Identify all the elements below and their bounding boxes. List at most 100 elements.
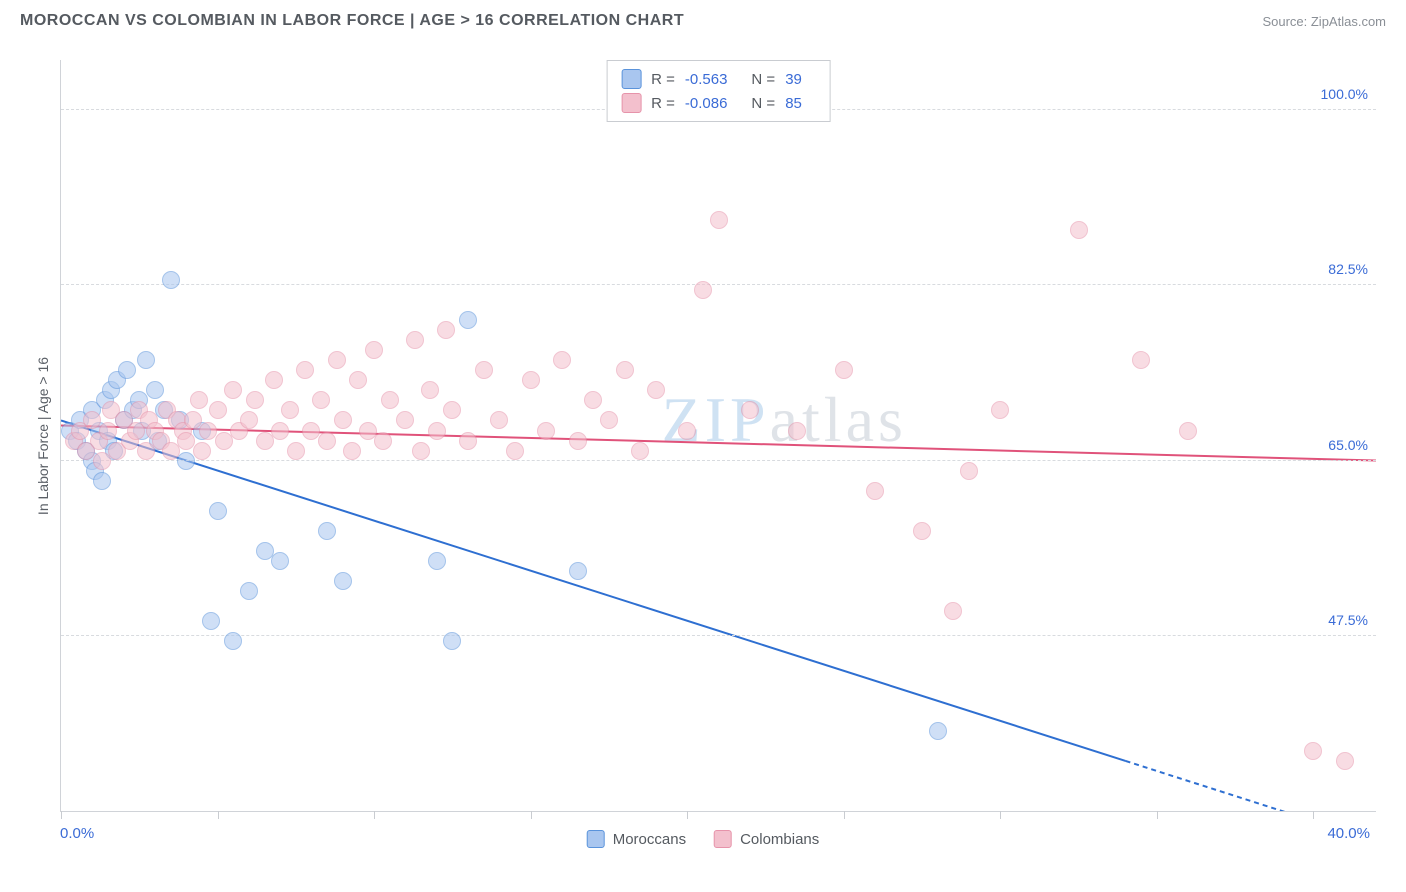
data-point-colombians (334, 411, 352, 429)
data-point-colombians (1179, 422, 1197, 440)
data-point-colombians (1132, 351, 1150, 369)
y-tick-label: 47.5% (1328, 612, 1368, 628)
swatch-colombians (621, 93, 641, 113)
data-point-moroccans (428, 552, 446, 570)
data-point-colombians (443, 401, 461, 419)
data-point-colombians (381, 391, 399, 409)
data-point-moroccans (318, 522, 336, 540)
data-point-colombians (246, 391, 264, 409)
legend-item-moroccans: Moroccans (587, 830, 686, 848)
x-tick (1000, 811, 1001, 819)
n-label: N = (751, 95, 775, 112)
data-point-colombians (459, 432, 477, 450)
data-point-colombians (190, 391, 208, 409)
y-axis-label: In Labor Force | Age > 16 (35, 356, 51, 514)
data-point-colombians (365, 341, 383, 359)
legend-label-moroccans: Moroccans (613, 831, 686, 848)
data-point-colombians (537, 422, 555, 440)
data-point-colombians (343, 442, 361, 460)
data-point-moroccans (118, 361, 136, 379)
y-tick-label: 100.0% (1321, 86, 1368, 102)
gridline (61, 284, 1376, 285)
data-point-moroccans (240, 582, 258, 600)
n-value-colombians: 85 (785, 95, 802, 112)
data-point-colombians (475, 361, 493, 379)
data-point-colombians (240, 411, 258, 429)
y-tick-label: 65.0% (1328, 437, 1368, 453)
data-point-moroccans (93, 472, 111, 490)
data-point-colombians (93, 452, 111, 470)
chart-container: In Labor Force | Age > 16 ZIPatlas R = -0… (20, 50, 1386, 872)
data-point-colombians (553, 351, 571, 369)
gridline (61, 635, 1376, 636)
legend-bottom: Moroccans Colombians (587, 830, 820, 848)
data-point-colombians (271, 422, 289, 440)
data-point-colombians (265, 371, 283, 389)
data-point-colombians (913, 522, 931, 540)
r-value-moroccans: -0.563 (685, 71, 728, 88)
y-tick-label: 82.5% (1328, 261, 1368, 277)
data-point-colombians (296, 361, 314, 379)
data-point-colombians (1336, 752, 1354, 770)
data-point-colombians (1304, 742, 1322, 760)
data-point-colombians (437, 321, 455, 339)
data-point-colombians (631, 442, 649, 460)
data-point-moroccans (137, 351, 155, 369)
data-point-colombians (224, 381, 242, 399)
data-point-colombians (647, 381, 665, 399)
x-tick (1157, 811, 1158, 819)
data-point-colombians (584, 391, 602, 409)
stats-row-moroccans: R = -0.563 N = 39 (621, 67, 816, 91)
data-point-colombians (318, 432, 336, 450)
r-value-colombians: -0.086 (685, 95, 728, 112)
gridline (61, 460, 1376, 461)
x-axis-max-label: 40.0% (1327, 825, 1370, 842)
x-tick (687, 811, 688, 819)
data-point-colombians (866, 482, 884, 500)
r-label: R = (651, 71, 675, 88)
data-point-colombians (349, 371, 367, 389)
data-point-moroccans (209, 502, 227, 520)
data-point-colombians (137, 442, 155, 460)
data-point-colombians (406, 331, 424, 349)
data-point-colombians (374, 432, 392, 450)
legend-swatch-moroccans (587, 830, 605, 848)
data-point-colombians (506, 442, 524, 460)
x-tick (844, 811, 845, 819)
x-tick (1313, 811, 1314, 819)
data-point-moroccans (146, 381, 164, 399)
data-point-colombians (788, 422, 806, 440)
data-point-colombians (162, 442, 180, 460)
legend-swatch-colombians (714, 830, 732, 848)
data-point-moroccans (929, 722, 947, 740)
stats-row-colombians: R =-0.086N =85 (621, 91, 816, 115)
legend-label-colombians: Colombians (740, 831, 819, 848)
data-point-colombians (412, 442, 430, 460)
data-point-moroccans (334, 572, 352, 590)
data-point-moroccans (569, 562, 587, 580)
data-point-moroccans (271, 552, 289, 570)
n-value-moroccans: 39 (785, 71, 802, 88)
x-axis-min-label: 0.0% (60, 825, 94, 842)
data-point-colombians (193, 442, 211, 460)
x-tick (61, 811, 62, 819)
x-tick (374, 811, 375, 819)
data-point-colombians (569, 432, 587, 450)
watermark: ZIPatlas (662, 383, 907, 457)
chart-title: MOROCCAN VS COLOMBIAN IN LABOR FORCE | A… (20, 12, 684, 30)
data-point-colombians (209, 401, 227, 419)
n-label: N = (751, 71, 775, 88)
data-point-colombians (287, 442, 305, 460)
data-point-colombians (396, 411, 414, 429)
data-point-colombians (600, 411, 618, 429)
data-point-colombians (616, 361, 634, 379)
data-point-colombians (741, 401, 759, 419)
data-point-colombians (960, 462, 978, 480)
swatch-moroccans (621, 69, 641, 89)
data-point-moroccans (224, 632, 242, 650)
plot-area: In Labor Force | Age > 16 ZIPatlas R =-0… (60, 60, 1376, 812)
data-point-colombians (421, 381, 439, 399)
legend-item-colombians: Colombians (714, 830, 819, 848)
data-point-colombians (281, 401, 299, 419)
data-point-colombians (256, 432, 274, 450)
